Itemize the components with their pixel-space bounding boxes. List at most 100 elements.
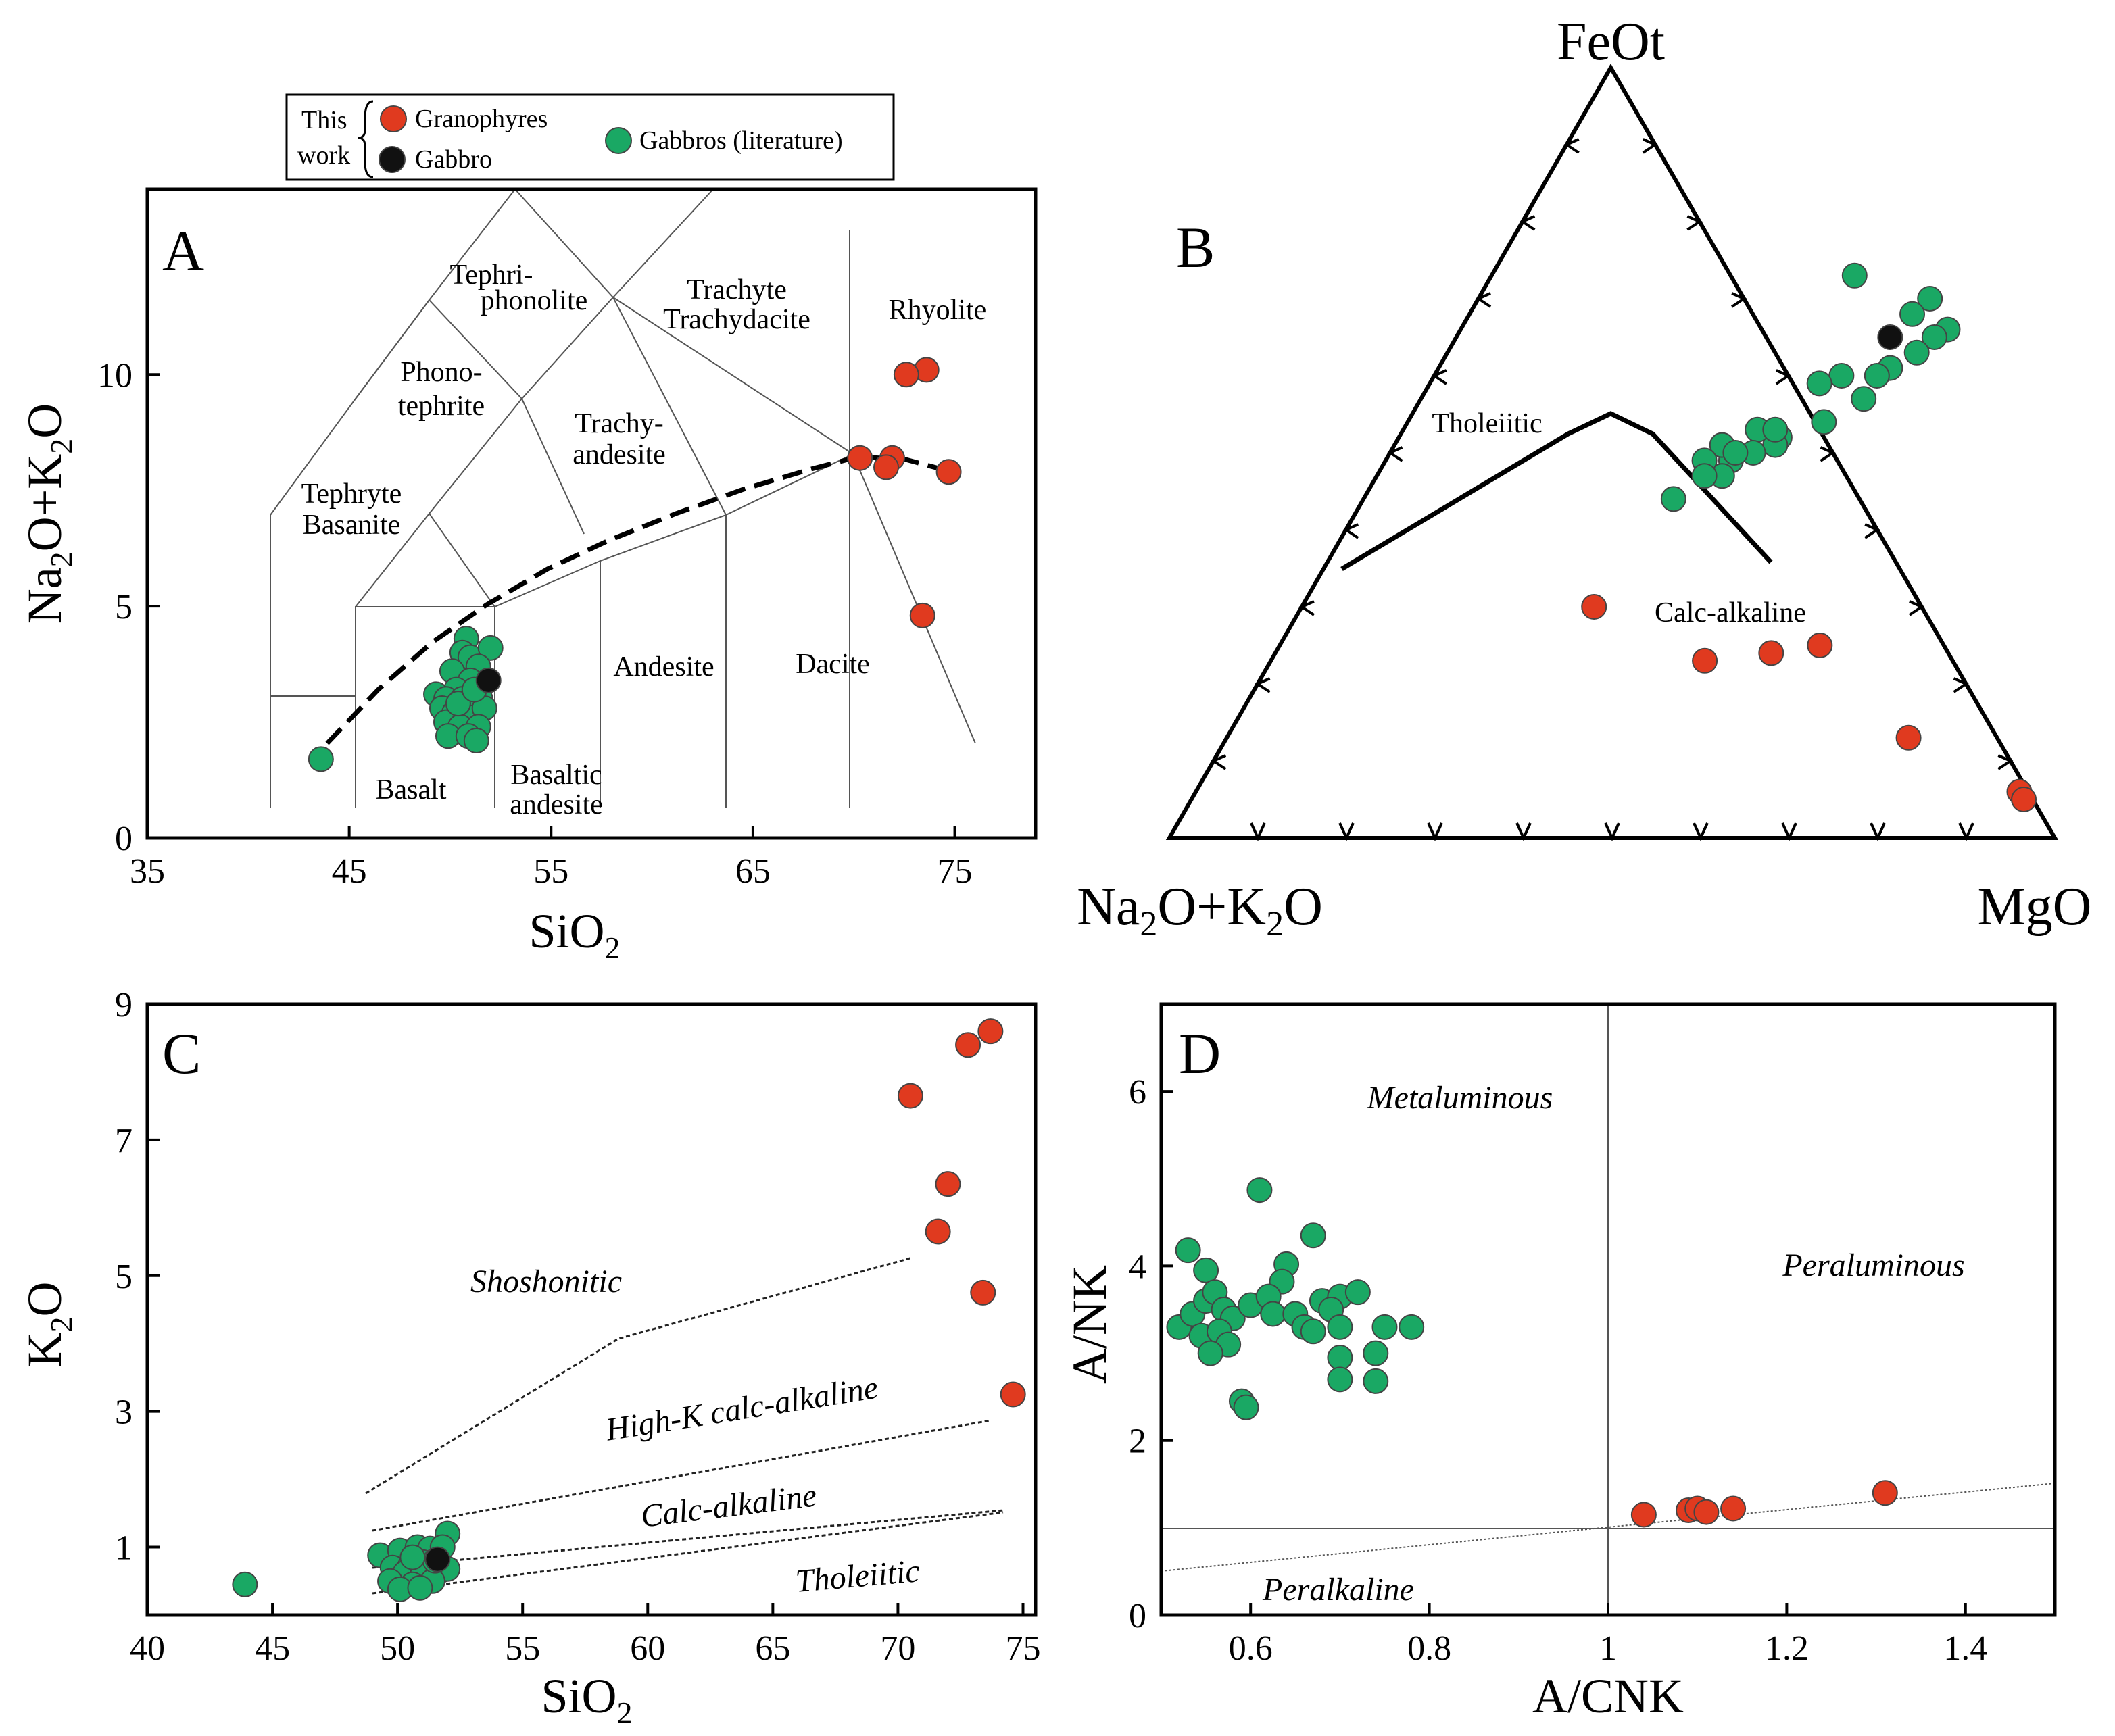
field-peraluminous: Peraluminous — [1782, 1247, 1964, 1283]
point-granophyres — [2011, 787, 2037, 812]
point-gabbro — [475, 667, 502, 693]
x-tick-label: 45 — [332, 852, 367, 891]
ternary-tick-left — [1520, 215, 1536, 231]
ternary-tick-left — [1387, 446, 1403, 462]
point-gabbros-literature — [1841, 262, 1868, 289]
point-gabbros-literature — [1246, 1177, 1273, 1204]
ternary-tick-left — [1211, 754, 1227, 770]
legend-granophyre-marker — [380, 105, 407, 132]
ternary-tick-right — [1953, 677, 1969, 693]
point-gabbros-literature — [1197, 1340, 1223, 1366]
point-gabbros-literature — [1327, 1366, 1353, 1393]
field-calc-alkaline-b: Calc-alkaline — [1655, 597, 1806, 628]
point-gabbros-literature — [1344, 1279, 1371, 1306]
x-tick-label: 65 — [755, 1629, 790, 1668]
panel-a-fields — [270, 189, 976, 808]
field-calc-alkaline-c: Calc-alkaline — [639, 1477, 819, 1534]
ternary-tick-right — [1730, 292, 1747, 308]
point-granophyres — [935, 459, 962, 485]
field-tephri-line1: Tephri- — [449, 259, 533, 291]
legend-gabbros-lit-marker — [605, 127, 632, 154]
point-gabbros-literature — [1193, 1257, 1219, 1283]
point-granophyres — [847, 445, 873, 471]
point-granophyres — [909, 602, 935, 628]
point-gabbros-literature — [1327, 1345, 1353, 1371]
ternary-tick-right — [1908, 600, 1925, 616]
panel-b: Tholeiitic Calc-alkaline B FeOt Na2O+K2O… — [1077, 12, 2091, 943]
point-granophyres — [873, 454, 900, 480]
field-andesite: Andesite — [613, 651, 714, 683]
field-tholeiitic-c: Tholeiitic — [794, 1553, 921, 1599]
ternary-tick-bottom — [1693, 822, 1709, 841]
point-gabbros-literature — [407, 1574, 433, 1601]
ternary-tick-left — [1255, 677, 1271, 693]
ternary-tick-left — [1475, 292, 1492, 308]
ternary-tick-right — [1820, 446, 1836, 462]
point-granophyres — [1872, 1480, 1898, 1506]
x-tick-label: 75 — [938, 852, 973, 891]
ternary-tick-left — [1343, 523, 1359, 539]
panel-c: Shoshonitic High-K calc-alkaline Calc-al… — [18, 986, 1040, 1730]
legend-gabbro-marker — [379, 146, 406, 173]
point-gabbros-literature — [1363, 1340, 1389, 1366]
panel-d-frame — [1159, 1002, 2057, 1617]
x-tick-label: 50 — [380, 1629, 415, 1668]
field-tholeiitic-b: Tholeiitic — [1432, 408, 1542, 439]
point-gabbros-literature — [1864, 363, 1890, 389]
panel-a-xlabel: SiO2 — [529, 904, 620, 965]
panel-c-frame — [145, 1002, 1038, 1617]
legend-this-label: This — [301, 106, 347, 134]
point-gabbros-literature — [1300, 1318, 1326, 1345]
point-granophyres — [935, 1171, 961, 1197]
y-tick-label: 5 — [115, 1258, 132, 1296]
ternary-tick-right — [1775, 369, 1791, 385]
y-tick-label: 7 — [115, 1122, 132, 1160]
panel-a-frame — [145, 187, 1038, 840]
field-dacite: Dacite — [796, 649, 870, 680]
x-tick-label: 35 — [130, 852, 165, 891]
point-gabbros-literature — [463, 728, 489, 753]
point-granophyres — [1581, 594, 1607, 620]
point-gabbros-literature — [1175, 1237, 1201, 1264]
panel-c-ticks: 40 45 50 55 60 65 70 75 1 3 5 7 9 — [115, 986, 1040, 1668]
panel-a-points — [308, 357, 962, 772]
field-basalt: Basalt — [376, 774, 447, 805]
ternary-tick-right — [1642, 138, 1658, 154]
apex-mgo: MgO — [1978, 877, 2092, 937]
ternary-tick-bottom — [1338, 822, 1355, 841]
point-gabbros-literature — [1300, 1222, 1326, 1249]
field-trachy-line1: Trachy- — [575, 408, 663, 439]
ternary-tick-right — [1997, 754, 2014, 770]
ternary-tick-right — [1864, 523, 1880, 539]
ternary-tick-bottom — [1958, 822, 1974, 841]
point-gabbros-literature — [1722, 440, 1749, 466]
panel-a-ylabel: Na2O+K2O — [18, 403, 78, 624]
point-gabbros-literature — [1921, 324, 1947, 350]
field-peralkaline: Peralkaline — [1262, 1572, 1414, 1608]
panel-a: Tephri- phonolite Trachyte Trachydacite … — [18, 187, 1038, 965]
ternary-tick-left — [1298, 600, 1315, 616]
panel-c-label: C — [162, 1021, 201, 1086]
point-granophyres — [1693, 1499, 1720, 1525]
point-gabbros-literature — [1660, 486, 1686, 512]
field-basaltic-line1: Basaltic — [510, 760, 602, 791]
panel-b-points — [1581, 262, 2037, 812]
y-tick-label: 9 — [115, 986, 132, 1024]
field-metaluminous: Metaluminous — [1367, 1080, 1553, 1116]
point-gabbros-literature — [1371, 1314, 1398, 1340]
point-granophyres — [955, 1032, 981, 1058]
legend-gabbros-lit-label: Gabbros (literature) — [639, 126, 843, 155]
point-gabbros-literature — [1762, 416, 1789, 443]
point-gabbros-literature — [1811, 409, 1837, 435]
legend-work-label: work — [297, 141, 350, 170]
point-granophyres — [1630, 1502, 1657, 1528]
panel-c-xlabel: SiO2 — [541, 1669, 632, 1730]
x-tick-label: 45 — [255, 1629, 290, 1668]
y-tick-label: 10 — [97, 356, 132, 395]
legend-granophyres-label: Granophyres — [415, 105, 548, 133]
point-granophyres — [1692, 647, 1718, 674]
field-trachy-line2: andesite — [573, 439, 666, 470]
apex-feot: FeOt — [1557, 12, 1665, 72]
x-tick-label: 60 — [630, 1629, 665, 1668]
point-gabbros-literature — [1806, 370, 1832, 397]
